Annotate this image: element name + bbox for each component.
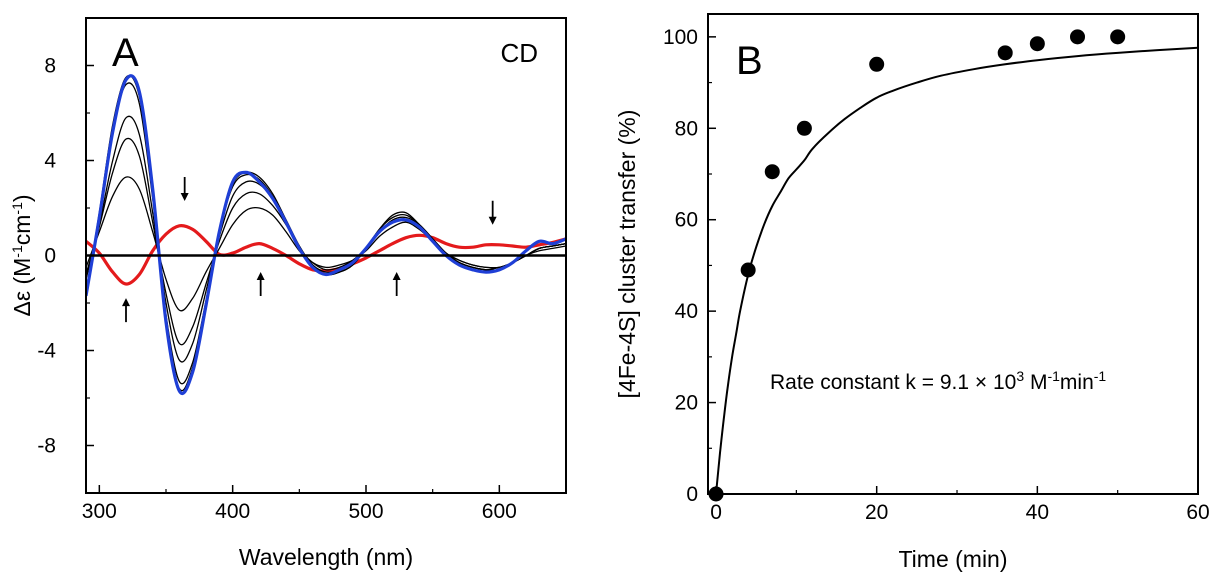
panel-b-y-tick-label: 40 bbox=[675, 300, 698, 323]
panel-b-data-point bbox=[869, 56, 885, 72]
panel-b-y-tick-label: 60 bbox=[675, 209, 698, 232]
panel-a-y-label-main: Δε (M bbox=[9, 258, 35, 317]
panel-b-letter: B bbox=[736, 39, 763, 83]
panel-b: 0 20 40 60 0 20 40 60 80 100 B Rate constant k =… bbox=[614, 13, 1210, 572]
panel-a-arrows bbox=[122, 177, 497, 323]
panel-b-x-tick-label: 40 bbox=[1026, 501, 1049, 524]
panel-b-data-point bbox=[1029, 36, 1045, 52]
panel-a-arrow-2 bbox=[256, 272, 265, 296]
panel-b-y-ticks: 0 20 40 60 80 100 bbox=[663, 26, 716, 506]
panel-b-data-point bbox=[796, 120, 812, 136]
panel-b-annot-sup1: 3 bbox=[1016, 368, 1024, 384]
panel-a-x-ticks: 300 400 500 600 bbox=[82, 485, 567, 523]
panel-b-x-ticks: 0 20 40 60 bbox=[710, 486, 1210, 524]
panel-b-x-tick-label: 60 bbox=[1186, 501, 1209, 524]
panel-a-corner-label: CD bbox=[500, 38, 538, 68]
panel-a-y-tick-label: -4 bbox=[37, 340, 56, 363]
panel-b-x-axis-label: Time (min) bbox=[898, 546, 1007, 572]
panel-b-annot-mid2: min bbox=[1060, 371, 1094, 394]
panel-b-y-tick-label: 100 bbox=[663, 26, 698, 49]
panel-b-annot-sup2: -1 bbox=[1047, 368, 1060, 384]
panel-b-annot-sup3: -1 bbox=[1094, 368, 1107, 384]
panel-b-frame bbox=[707, 13, 1199, 495]
panel-a-series-line-6 bbox=[86, 74, 566, 396]
panel-a-x-tick-label: 600 bbox=[482, 500, 517, 523]
panel-a-letter: A bbox=[112, 31, 139, 75]
panel-b-x-tick-label: 0 bbox=[710, 501, 722, 524]
panel-a-arrow-4 bbox=[488, 200, 497, 225]
panel-a-x-tick-label: 400 bbox=[215, 500, 250, 523]
panel-b-y-tick-label: 0 bbox=[686, 483, 698, 506]
panel-a-x-axis-label: Wavelength (nm) bbox=[239, 544, 413, 570]
panel-a-x-tick-label: 300 bbox=[82, 500, 117, 523]
panel-b-rate-annotation: Rate constant k = 9.1 × 103 M-1min-1 bbox=[770, 368, 1106, 394]
panel-a-series-line-0 bbox=[86, 224, 566, 286]
panel-a-x-tick-label: 500 bbox=[348, 500, 383, 523]
panel-a-y-tick-label: 4 bbox=[44, 150, 56, 173]
panel-b-data-point bbox=[1070, 29, 1086, 45]
panel-a-y-axis-label: Δε (M-1cm-1) bbox=[9, 194, 35, 316]
panel-b-data-point bbox=[740, 262, 756, 278]
panel-b-y-tick-label: 80 bbox=[675, 117, 698, 140]
panel-a: 300 400 500 600 -8 -4 0 4 8 A CD Wavelength (nm… bbox=[9, 17, 567, 570]
panel-a-y-tick-label: 0 bbox=[44, 245, 56, 268]
panel-a-y-ticks: -8 -4 0 4 8 bbox=[37, 17, 94, 494]
panel-a-series bbox=[86, 74, 566, 396]
panel-a-y-tick-label: 8 bbox=[44, 55, 56, 78]
panel-b-data-point bbox=[997, 45, 1013, 61]
panel-a-y-label-sup1: -1 bbox=[9, 245, 25, 258]
panel-b-x-tick-label: 20 bbox=[865, 501, 888, 524]
panel-a-y-label-sup2: -1 bbox=[9, 202, 25, 215]
panel-a-arrow-3 bbox=[392, 272, 401, 296]
panel-a-y-label-end: ) bbox=[9, 194, 35, 202]
panel-b-data-point bbox=[764, 164, 780, 180]
panel-a-y-tick-label: -8 bbox=[37, 435, 56, 458]
panel-b-y-axis-label: [4Fe-4S] cluster transfer (%) bbox=[614, 110, 640, 399]
panel-b-y-tick-label: 20 bbox=[675, 392, 698, 415]
panel-b-annot-mid1: M bbox=[1024, 371, 1047, 394]
panel-a-arrow-1 bbox=[122, 298, 130, 323]
panel-b-points bbox=[708, 29, 1126, 502]
panel-b-annot-main: Rate constant k = 9.1 × 10 bbox=[770, 371, 1016, 394]
panel-b-fit-curve bbox=[715, 46, 1198, 494]
panel-a-y-label-mid: cm bbox=[9, 215, 35, 246]
panel-b-data-point bbox=[1110, 29, 1126, 45]
panel-a-arrow-0 bbox=[180, 177, 189, 201]
panel-a-series-line-2 bbox=[86, 137, 566, 346]
